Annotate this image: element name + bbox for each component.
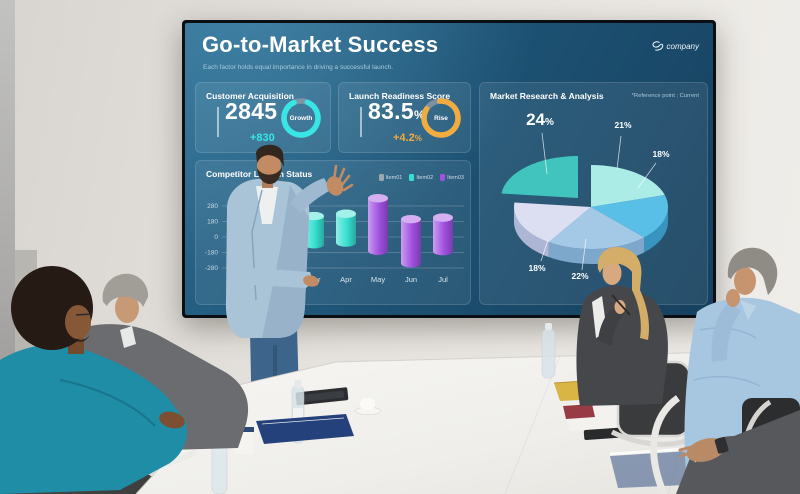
brand-logo: company <box>651 41 699 52</box>
rise-donut-chart: Rise <box>419 96 463 140</box>
foreground-arm <box>676 398 800 494</box>
svg-text:18%: 18% <box>652 149 669 159</box>
customer-acquisition-card: Customer Acquisition 2845 +830 Growth <box>195 82 331 153</box>
svg-text:18%: 18% <box>528 263 545 273</box>
page-title: Go-to-Market Success <box>202 32 439 57</box>
table-edge-reflection <box>610 444 800 488</box>
chair <box>687 381 747 419</box>
saucer <box>354 406 382 416</box>
water-bottle <box>211 423 228 494</box>
kpi-value: 83.5% <box>368 98 425 124</box>
yellow-folder <box>744 382 800 399</box>
company-logo-icon <box>652 41 663 51</box>
growth-donut-chart: Growth <box>279 96 323 140</box>
svg-text:21%: 21% <box>614 120 631 130</box>
saucer <box>764 377 788 385</box>
notebook <box>144 406 220 436</box>
pen <box>635 439 665 445</box>
legend-item: Item02 <box>409 174 433 181</box>
market-research-card: Market Research & Analysis *Reference po… <box>479 82 708 305</box>
legend-item: Item03 <box>440 174 464 181</box>
legend-item: Item01 <box>378 174 402 181</box>
water-bottle <box>291 385 305 444</box>
chair <box>616 360 692 438</box>
dashboard: Go-to-Market Success Each factor holds e… <box>185 23 713 315</box>
svg-text:280: 280 <box>207 203 218 210</box>
divider <box>217 107 219 137</box>
divider <box>360 107 362 137</box>
brand-name: company <box>666 42 699 51</box>
table-objects <box>144 323 800 494</box>
chair <box>742 398 800 494</box>
kpi-delta: +830 <box>250 132 275 144</box>
competitor-card: 280 180 0 -180 -280 Mar Apr May Jun Jul Compe… <box>195 160 471 305</box>
page-subtitle: Each factor holds equal importance in dr… <box>203 64 394 71</box>
card-title: Competitor Launch Status <box>206 169 313 179</box>
mug <box>233 427 254 454</box>
watch <box>714 437 729 454</box>
card-title: Launch Readiness Score <box>349 91 451 101</box>
kpi-delta: +4.2% <box>393 132 422 144</box>
laptop <box>295 387 349 406</box>
pen <box>751 427 789 434</box>
red-card <box>563 404 595 419</box>
svg-text:180: 180 <box>207 219 218 226</box>
svg-text:24%: 24% <box>526 110 554 129</box>
reference-note: *Reference point : Current <box>631 93 699 99</box>
svg-text:22%: 22% <box>571 271 588 281</box>
svg-text:Apr: Apr <box>340 275 352 284</box>
svg-text:-180: -180 <box>205 250 218 257</box>
presentation-screen: Go-to-Market Success Each factor holds e… <box>182 20 716 318</box>
water-bottle <box>541 328 556 379</box>
floor <box>0 396 185 494</box>
launch-readiness-card: Launch Readiness Score 83.5% +4.2% Rise <box>338 82 471 153</box>
ring-label: Growth <box>289 114 313 122</box>
svg-text:0: 0 <box>214 234 218 241</box>
glass <box>597 348 613 379</box>
yellow-folder <box>554 378 640 401</box>
svg-text:-280: -280 <box>205 265 218 272</box>
svg-text:May: May <box>371 275 385 284</box>
coffee-cup <box>768 371 784 381</box>
conference-table <box>135 349 800 494</box>
papers <box>562 399 666 431</box>
pie-chart: 21% 18% 22% 18% 24% <box>501 110 670 281</box>
phone <box>583 426 632 440</box>
ring-label: Rise <box>434 114 448 122</box>
svg-text:Jul: Jul <box>438 275 448 284</box>
svg-text:Mar: Mar <box>308 275 321 284</box>
svg-text:Jun: Jun <box>405 275 417 284</box>
blue-folder <box>256 414 354 444</box>
card-title: Customer Acquisition <box>206 91 294 101</box>
card-title: Market Research & Analysis <box>490 91 604 101</box>
chart-legend: Item01 Item02 Item03 <box>372 168 464 186</box>
kpi-value: 2845 <box>225 98 278 124</box>
coffee-cup <box>360 398 375 410</box>
